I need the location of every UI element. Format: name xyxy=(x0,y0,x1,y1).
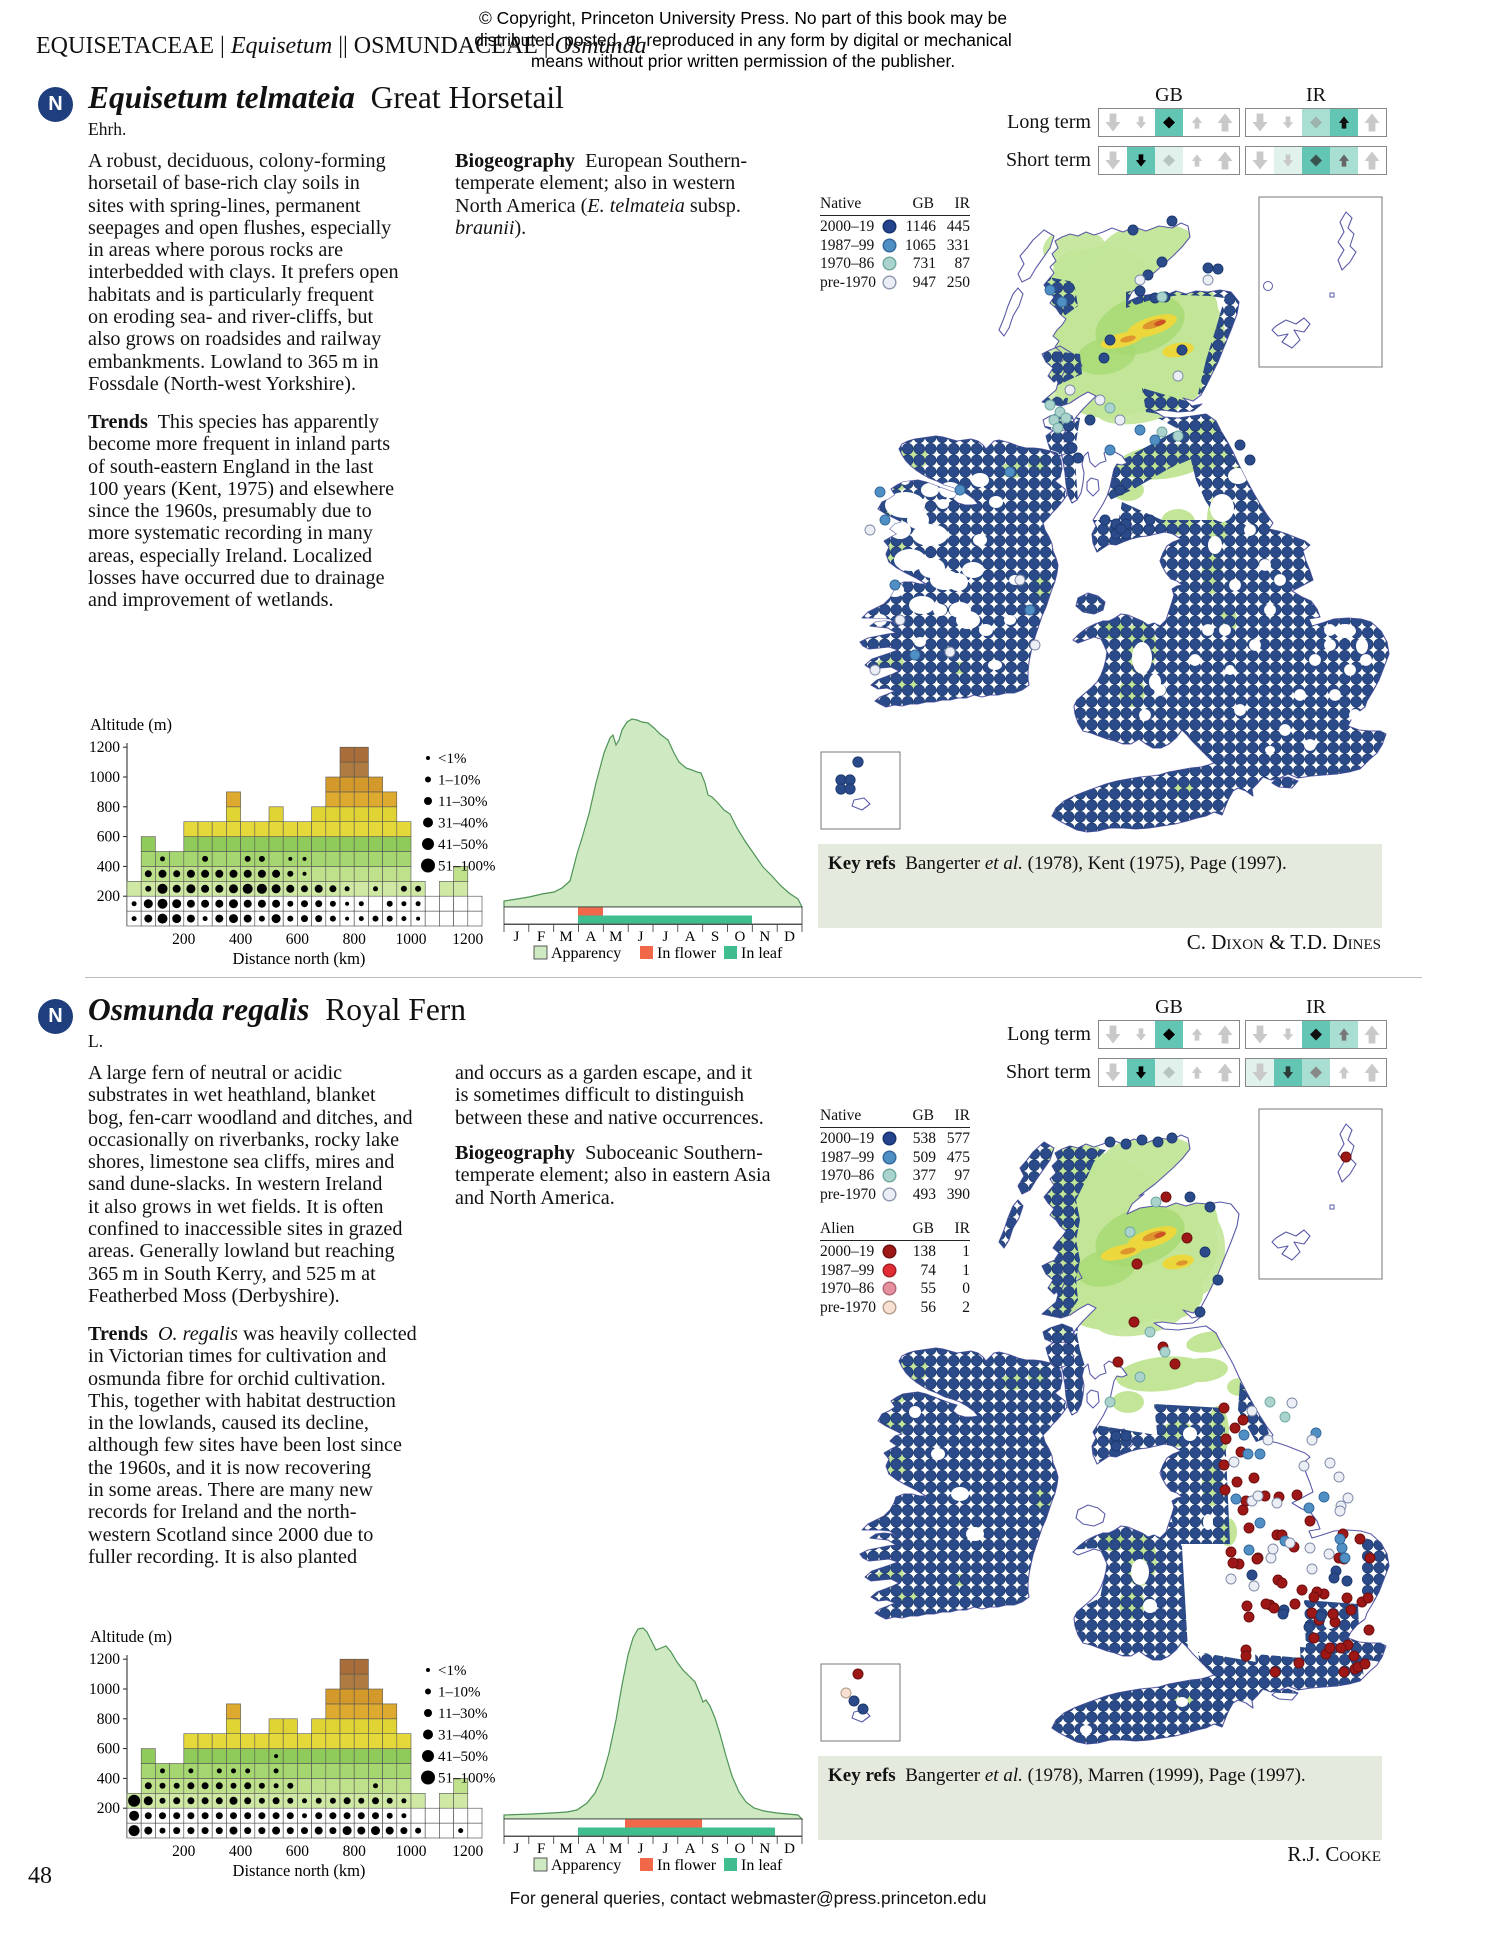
svg-text:1200: 1200 xyxy=(452,931,483,948)
svg-text:M: M xyxy=(609,1841,622,1857)
svg-text:11–30%: 11–30% xyxy=(438,1706,487,1722)
svg-text:800: 800 xyxy=(97,799,121,816)
svg-text:In leaf: In leaf xyxy=(741,945,783,962)
svg-text:J: J xyxy=(662,1841,668,1857)
svg-text:A: A xyxy=(685,929,696,945)
svg-text:11–30%: 11–30% xyxy=(438,794,487,810)
svg-text:1–10%: 1–10% xyxy=(438,1685,481,1701)
svg-text:200: 200 xyxy=(97,888,121,905)
svg-text:600: 600 xyxy=(286,931,310,948)
svg-text:51–100%: 51–100% xyxy=(438,859,496,875)
svg-text:F: F xyxy=(537,929,545,945)
svg-text:<1%: <1% xyxy=(438,751,466,767)
svg-text:A: A xyxy=(685,1841,696,1857)
svg-text:Apparency: Apparency xyxy=(551,1857,621,1874)
svg-text:O: O xyxy=(734,1841,745,1857)
svg-text:<1%: <1% xyxy=(438,1663,466,1679)
svg-text:A: A xyxy=(585,1841,596,1857)
svg-text:In flower: In flower xyxy=(657,945,717,962)
svg-text:400: 400 xyxy=(229,1843,253,1860)
svg-text:M: M xyxy=(559,929,572,945)
svg-text:41–50%: 41–50% xyxy=(438,837,488,853)
svg-text:31–40%: 31–40% xyxy=(438,816,488,832)
svg-text:1–10%: 1–10% xyxy=(438,773,481,789)
svg-text:N: N xyxy=(759,929,770,945)
svg-text:31–40%: 31–40% xyxy=(438,1728,488,1744)
svg-text:J: J xyxy=(513,1841,519,1857)
svg-text:M: M xyxy=(609,929,622,945)
svg-text:800: 800 xyxy=(97,1711,121,1728)
svg-text:800: 800 xyxy=(343,1843,367,1860)
svg-text:D: D xyxy=(784,1841,795,1857)
svg-text:A: A xyxy=(585,929,596,945)
svg-text:Distance north (km): Distance north (km) xyxy=(233,1861,366,1880)
svg-text:200: 200 xyxy=(172,931,196,948)
svg-text:1200: 1200 xyxy=(89,1651,120,1668)
svg-text:41–50%: 41–50% xyxy=(438,1749,488,1765)
svg-text:51–100%: 51–100% xyxy=(438,1771,496,1787)
svg-text:In flower: In flower xyxy=(657,1857,717,1874)
svg-text:1000: 1000 xyxy=(396,1843,427,1860)
svg-text:600: 600 xyxy=(286,1843,310,1860)
svg-text:Altitude (m): Altitude (m) xyxy=(90,715,172,734)
svg-text:600: 600 xyxy=(97,1741,121,1758)
svg-text:1000: 1000 xyxy=(89,1681,120,1698)
svg-text:400: 400 xyxy=(97,1770,121,1787)
svg-text:Altitude (m): Altitude (m) xyxy=(90,1627,172,1646)
svg-text:S: S xyxy=(711,1841,719,1857)
svg-text:S: S xyxy=(711,929,719,945)
svg-text:200: 200 xyxy=(97,1800,121,1817)
svg-text:200: 200 xyxy=(172,1843,196,1860)
svg-text:D: D xyxy=(784,929,795,945)
svg-text:J: J xyxy=(638,929,644,945)
svg-text:1200: 1200 xyxy=(452,1843,483,1860)
svg-text:J: J xyxy=(513,929,519,945)
svg-text:Apparency: Apparency xyxy=(551,945,621,962)
svg-text:F: F xyxy=(537,1841,545,1857)
svg-text:N: N xyxy=(759,1841,770,1857)
svg-text:J: J xyxy=(662,929,668,945)
svg-text:1200: 1200 xyxy=(89,739,120,756)
svg-text:800: 800 xyxy=(343,931,367,948)
svg-text:O: O xyxy=(734,929,745,945)
svg-text:1000: 1000 xyxy=(396,931,427,948)
svg-text:1000: 1000 xyxy=(89,769,120,786)
svg-text:400: 400 xyxy=(229,931,253,948)
svg-text:600: 600 xyxy=(97,829,121,846)
svg-text:In leaf: In leaf xyxy=(741,1857,783,1874)
svg-text:Distance north (km): Distance north (km) xyxy=(233,949,366,968)
svg-text:J: J xyxy=(638,1841,644,1857)
svg-text:M: M xyxy=(559,1841,572,1857)
svg-text:400: 400 xyxy=(97,858,121,875)
